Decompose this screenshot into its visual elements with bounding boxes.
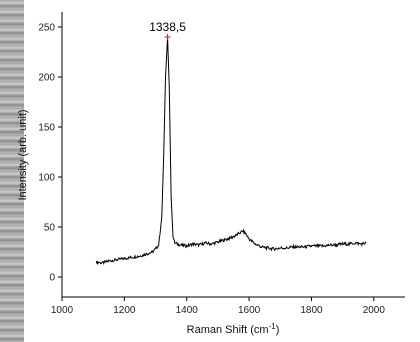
x-axis-title-superscript: -1 — [269, 322, 277, 331]
x-ticks: 1000 1200 1400 1600 1800 2000 — [51, 297, 386, 316]
y-tick-label: 0 — [49, 273, 55, 284]
x-tick-label: 1000 — [51, 305, 74, 316]
x-tick-label: 1400 — [176, 305, 199, 316]
raman-spectrum-line — [95, 36, 367, 266]
y-axis-title: Intensity (arb. unit) — [17, 109, 29, 200]
y-tick-label: 150 — [38, 123, 55, 134]
peak-annotation-label: 1338,5 — [149, 20, 186, 34]
y-tick-label: 250 — [38, 23, 55, 34]
x-tick-label: 1200 — [113, 305, 136, 316]
y-tick-label: 200 — [38, 73, 55, 84]
y-ticks: 0 50 100 150 200 250 — [38, 23, 62, 284]
peak-marker — [164, 34, 171, 40]
x-axis-title-main: Raman Shift (cm — [187, 324, 269, 336]
x-tick-label: 1600 — [238, 305, 261, 316]
x-axis-title-end: ) — [276, 324, 280, 336]
x-tick-label: 1800 — [300, 305, 323, 316]
left-edge-texture — [0, 0, 24, 342]
x-axis-title: Raman Shift (cm-1) — [187, 322, 280, 336]
y-tick-label: 100 — [38, 173, 55, 184]
plot-frame — [61, 12, 405, 298]
x-tick-label: 2000 — [363, 305, 386, 316]
series-layer — [95, 36, 367, 266]
y-tick-label: 50 — [44, 223, 56, 234]
